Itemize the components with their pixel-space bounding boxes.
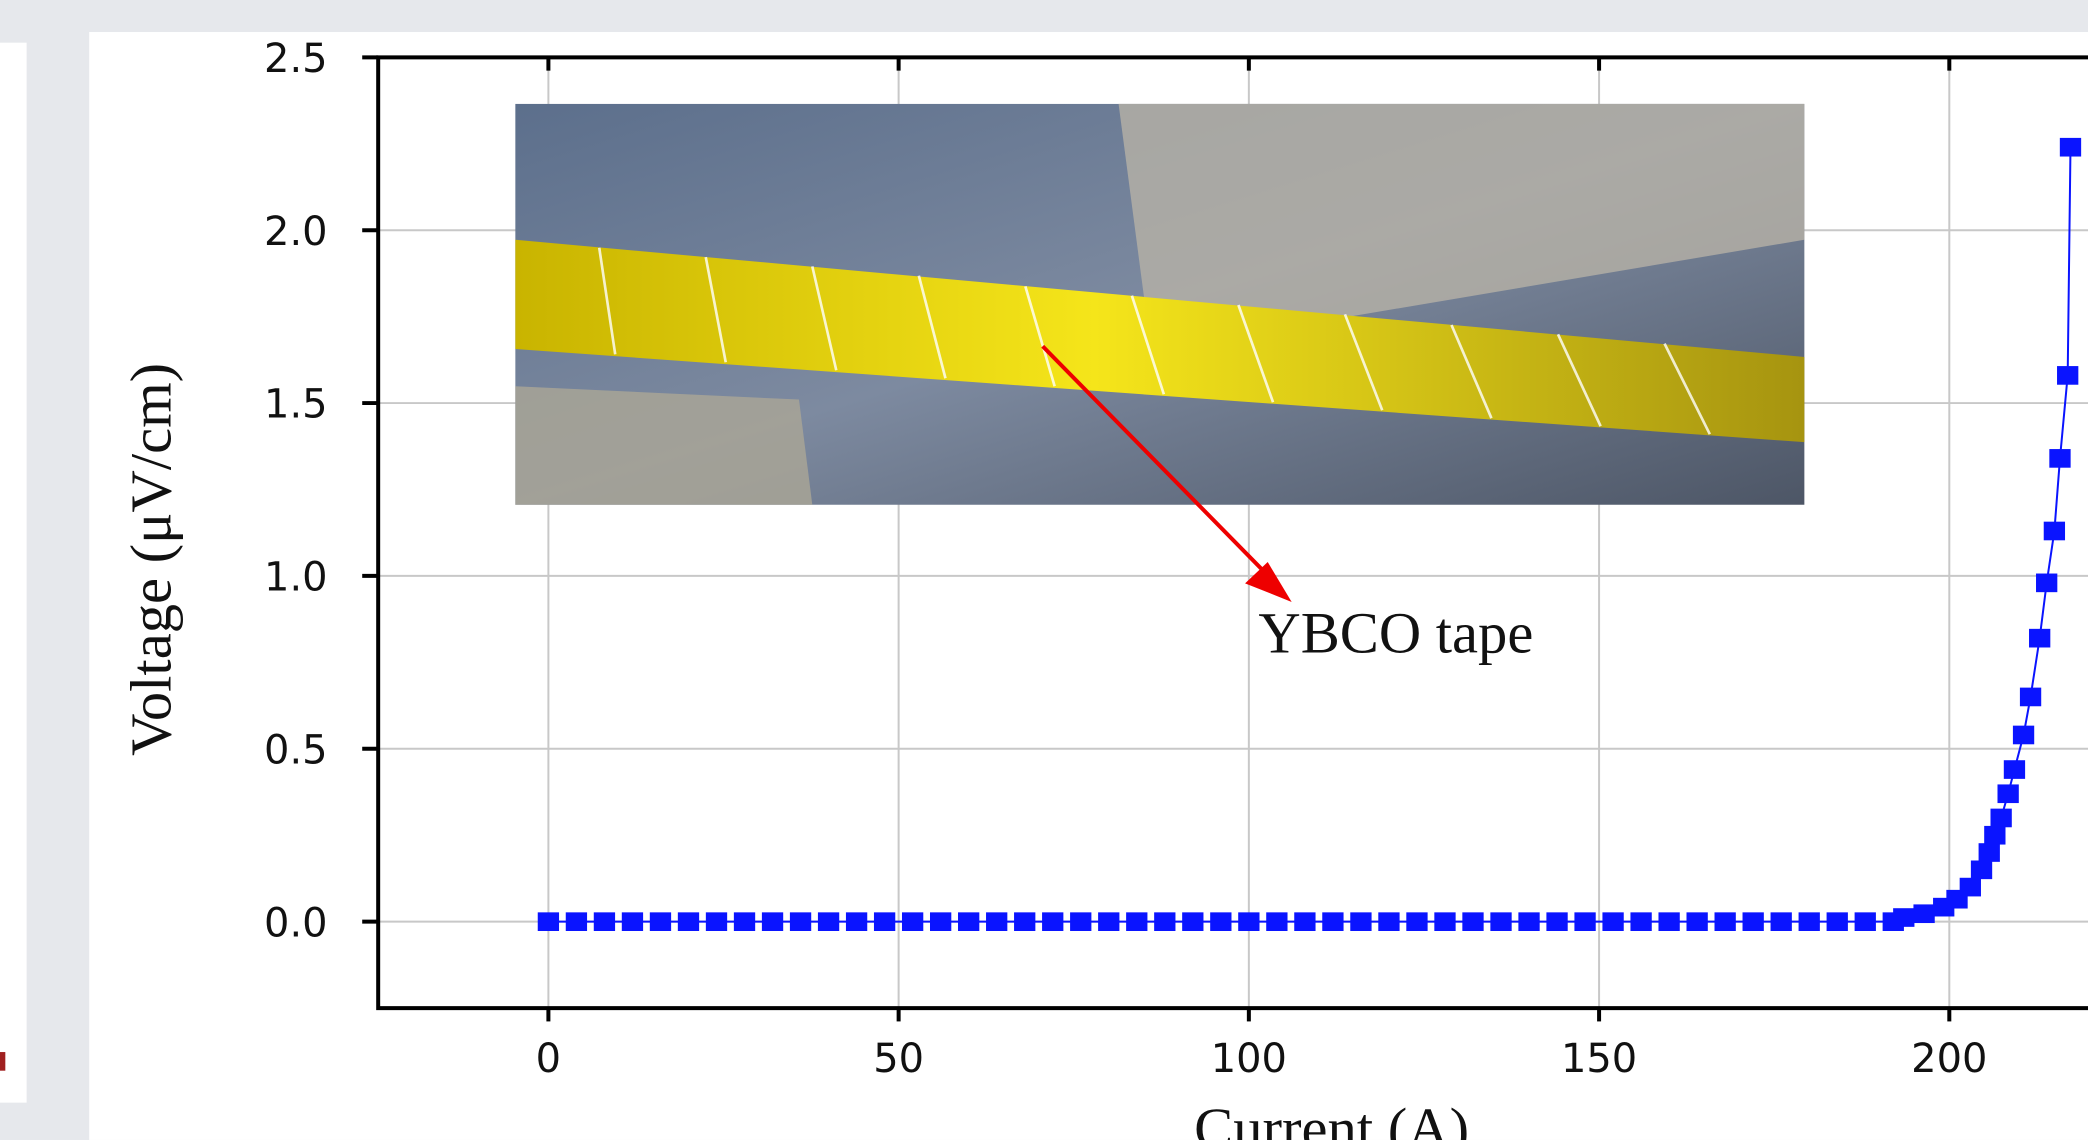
data-point (2029, 628, 2051, 648)
data-point (1406, 912, 1428, 931)
y-tick-label: 0.5 (264, 727, 328, 773)
data-point (1238, 912, 1260, 931)
data-point (761, 912, 784, 931)
data-point (1990, 808, 2012, 828)
data-point (1490, 912, 1512, 931)
data-point (1154, 912, 1176, 931)
data-point (1959, 877, 1981, 897)
data-point (1266, 912, 1288, 931)
data-point (1770, 912, 1792, 931)
data-point (929, 912, 952, 931)
plot: 0 50 100 150 200 0.0 0.5 1.0 1.5 2.0 2.5 (264, 36, 2088, 1082)
data-point (1518, 912, 1540, 931)
x-tick-label: 50 (873, 1036, 924, 1082)
data-point (1742, 912, 1764, 931)
data-point (733, 912, 756, 931)
data-point (537, 912, 560, 931)
data-point (1462, 912, 1484, 931)
data-point (1434, 912, 1456, 931)
data-point (1893, 908, 1915, 927)
side-panel (0, 42, 27, 1103)
data-point (1126, 912, 1148, 931)
data-point (1014, 912, 1036, 931)
data-point (621, 912, 644, 931)
data-point (2043, 521, 2066, 541)
data-point (958, 912, 980, 931)
data-point (1574, 912, 1596, 931)
x-tick-label: 200 (1911, 1036, 1987, 1082)
data-point (1210, 912, 1232, 931)
data-point (845, 912, 868, 931)
data-point (593, 912, 616, 931)
data-point (2036, 573, 2058, 593)
data-point (1854, 912, 1876, 931)
axis-frame (376, 55, 2088, 1011)
inset-photo (515, 103, 1805, 602)
data-point (2012, 725, 2035, 745)
data-point (705, 912, 728, 931)
y-tick-label: 2.5 (264, 36, 328, 82)
data-point (1997, 784, 2019, 804)
data-point (1970, 860, 1993, 880)
annotation: YBCO tape (1258, 601, 1533, 666)
data-point (1182, 912, 1204, 931)
x-tick-label: 0 (536, 1036, 561, 1082)
data-point (1350, 912, 1372, 931)
data-point (817, 912, 840, 931)
data-point (1602, 912, 1624, 931)
data-point (1978, 843, 2000, 862)
data-point (1984, 825, 2006, 845)
data-point (1630, 912, 1652, 931)
data-point (1042, 912, 1064, 931)
data-point (2059, 137, 2082, 157)
data-point (1798, 912, 1820, 931)
data-point (1294, 912, 1316, 931)
data-point (901, 912, 924, 931)
x-axis-label: Current (A) (1194, 1096, 1469, 1140)
data-point (2057, 366, 2079, 385)
data-point (873, 912, 896, 931)
x-tick-label: 100 (1211, 1036, 1287, 1082)
data-point (789, 912, 812, 931)
x-tick-label: 150 (1561, 1036, 1637, 1082)
data-point (1378, 912, 1400, 931)
data-point (1098, 912, 1120, 931)
side-marker (0, 1052, 6, 1071)
y-tick-label: 1.0 (264, 555, 328, 601)
data-point (2003, 760, 2026, 779)
data-point (1546, 912, 1568, 931)
y-axis-label: Voltage (μV/cm) (118, 363, 183, 756)
data-point (677, 912, 700, 931)
data-point (2019, 687, 2042, 707)
data-point (1913, 904, 1935, 924)
data-point (1686, 912, 1708, 931)
y-tick-label: 2.0 (264, 209, 328, 255)
data-point (1322, 912, 1344, 931)
y-tick-label: 0.0 (264, 900, 328, 946)
data-point (1826, 912, 1848, 931)
data-point (1658, 912, 1680, 931)
data-point (1070, 912, 1092, 931)
y-tick-label: 1.5 (264, 382, 328, 428)
data-point (649, 912, 672, 931)
data-point (2049, 449, 2071, 468)
data-point (1714, 912, 1736, 931)
data-point (565, 912, 588, 931)
data-point (986, 912, 1008, 931)
